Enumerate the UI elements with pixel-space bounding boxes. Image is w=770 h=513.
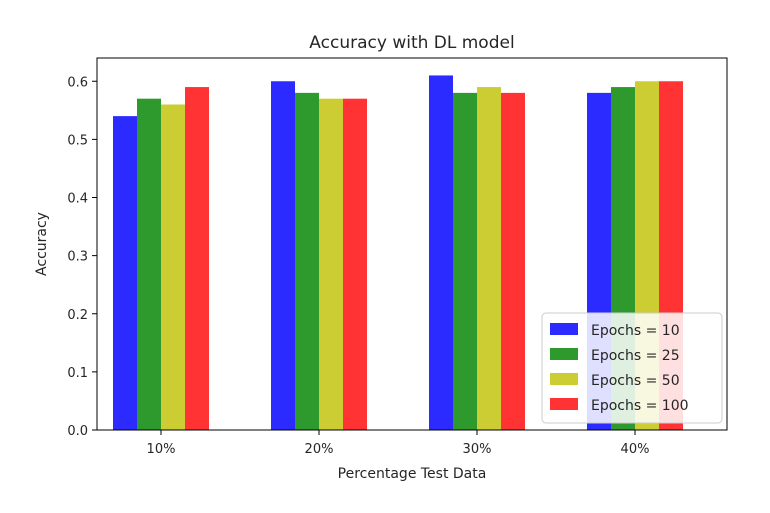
bar-30pct-series-1 <box>429 75 453 430</box>
x-axis-label: Percentage Test Data <box>338 466 487 482</box>
y-axis-label: Accuracy <box>34 212 50 276</box>
legend-swatch <box>550 348 578 360</box>
x-tick-label: 20% <box>305 442 334 457</box>
legend: Epochs = 10 Epochs = 25 Epochs = 50 Epochs … <box>541 312 723 424</box>
bar-30pct-series-4 <box>501 92 525 430</box>
y-tick-label: 0.6 <box>67 75 88 90</box>
legend-label: Epochs = 50 <box>591 373 680 389</box>
bar-10pct-series-3 <box>161 104 185 430</box>
y-tick-label: 0.0 <box>67 424 88 439</box>
bar-20pct-series-2 <box>295 92 319 430</box>
y-tick-label: 0.3 <box>67 250 88 265</box>
legend-label: Epochs = 25 <box>591 348 680 364</box>
legend-swatch <box>550 398 578 410</box>
bar-20pct-series-1 <box>271 81 295 430</box>
y-tick-label: 0.5 <box>67 133 88 148</box>
x-tick-label: 40% <box>621 442 650 457</box>
bar-30pct-series-2 <box>453 92 477 430</box>
bar-30pct-series-3 <box>477 87 501 430</box>
plot-frame <box>96 57 728 431</box>
bar-10pct-series-4 <box>185 87 209 430</box>
y-tick-label: 0.1 <box>67 366 88 381</box>
legend-swatch <box>550 323 578 335</box>
y-tick-label: 0.2 <box>67 308 88 323</box>
bar-20pct-series-3 <box>319 98 343 430</box>
legend-label: Epochs = 100 <box>591 398 689 414</box>
bar-20pct-series-4 <box>343 98 367 430</box>
bar-10pct-series-1 <box>113 116 137 430</box>
legend-swatch <box>550 373 578 385</box>
legend-label: Epochs = 10 <box>591 323 680 339</box>
x-axis-ticks: 10% 20% 30% 40% <box>147 430 650 457</box>
bar-10pct-series-2 <box>137 98 161 430</box>
y-axis-ticks: 0.0 0.1 0.2 0.3 0.4 0.5 0.6 <box>67 75 97 439</box>
y-tick-label: 0.4 <box>67 192 88 207</box>
legend-box <box>541 312 723 424</box>
chart-title: Accuracy with DL model <box>309 33 514 53</box>
x-tick-label: 30% <box>463 442 492 457</box>
x-tick-label: 10% <box>147 442 176 457</box>
